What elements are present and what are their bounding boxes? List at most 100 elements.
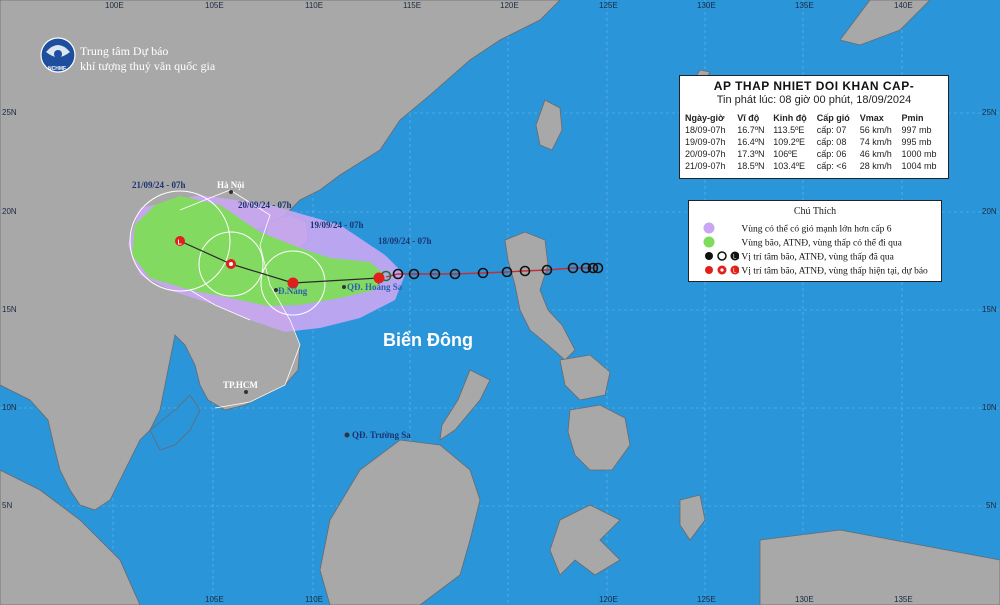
lat-label-left: 10N	[2, 403, 17, 412]
table-cell: 17.3ºN	[737, 149, 765, 159]
table-cell: cấp: 07	[816, 125, 847, 135]
lon-label-bottom: 105E	[205, 595, 224, 604]
table-cell: 997 mb	[901, 125, 932, 135]
table-cell: 18.5ºN	[737, 161, 765, 171]
lon-label-top: 110E	[305, 1, 324, 10]
lon-label-top: 125E	[599, 1, 618, 10]
table-cell: 103.4ºE	[773, 161, 806, 171]
lat-label-left: 20N	[2, 207, 17, 216]
lon-label-bottom: 130E	[795, 595, 814, 604]
org-name: Trung tâm Dự báo khí tượng thuỷ văn quốc…	[80, 44, 215, 74]
col-header: Kinh độ	[773, 113, 807, 123]
land-luzon	[504, 231, 576, 361]
forecast-positions: L	[175, 236, 385, 289]
storm-track	[179, 240, 598, 284]
lon-label-top: 115E	[403, 1, 422, 10]
nchmf-logo	[40, 37, 76, 73]
lat-label-right: 20N	[982, 207, 997, 216]
legend-item-strong-wind: Vùng có thể có gió mạnh lớn hơn cấp 6	[695, 222, 892, 235]
lon-label-top: 135E	[795, 1, 814, 10]
table-cell: 20/09-07h	[685, 149, 726, 159]
table-row: 18/09-07h 16.7ºN 113.5ºE cấp: 07 56 km/h…	[684, 124, 946, 136]
label-hoangsa: QĐ. Hoàng Sa	[347, 282, 403, 292]
table-row: 21/09-07h 18.5ºN 103.4ºE cấp: <6 28 km/h…	[684, 160, 946, 172]
track-time-label: 18/09/24 - 07h	[378, 236, 432, 246]
forecast-marker-19	[287, 277, 299, 289]
land-sulawesi	[549, 504, 621, 576]
table-cell: 113.5ºE	[773, 125, 805, 135]
lat-label-right: 15N	[982, 305, 997, 314]
land-mindanao	[567, 404, 631, 471]
table-header-row: Ngày-giờ Vĩ độ Kinh độ Cấp gió Vmax Pmin	[684, 112, 946, 124]
wind-circles	[129, 190, 326, 316]
country-borders	[179, 189, 301, 409]
past-marker	[567, 262, 579, 274]
land-japan	[839, 0, 931, 46]
city-label-danang: Đ.Nẵng	[278, 286, 308, 296]
col-header: Vĩ độ	[737, 113, 760, 123]
svg-text:L: L	[733, 255, 737, 261]
lon-label-bottom: 125E	[697, 595, 716, 604]
past-marker	[477, 267, 489, 279]
lon-label-bottom: 110E	[305, 595, 324, 604]
bulletin-box: AP THAP NHIET DOI KHAN CAP- Tin phát lúc…	[679, 75, 949, 179]
table-cell: 109.2ºE	[773, 137, 806, 147]
past-marker	[501, 266, 513, 278]
land-taiwan	[535, 99, 563, 151]
legend-item-past: L Vị trí tâm bão, ATNĐ, vùng thấp đã qua	[695, 250, 894, 263]
legend-label: Vùng bão, ATNĐ, vùng thấp có thể đi qua	[741, 238, 902, 249]
legend-item-storm-zone: Vùng bão, ATNĐ, vùng thấp có thể đi qua	[695, 236, 902, 249]
org-line-1: Trung tâm Dự báo	[80, 44, 169, 58]
table-cell: 16.7ºN	[737, 125, 765, 135]
table-cell: 16.4ºN	[737, 137, 765, 147]
lat-label-left: 5N	[2, 501, 13, 510]
col-header: Ngày-giờ	[685, 113, 725, 123]
lat-label-right: 10N	[982, 403, 997, 412]
table-cell: 18/09-07h	[685, 125, 726, 135]
table-cell: 1000 mb	[901, 149, 937, 159]
green-dot-icon	[703, 236, 715, 248]
lat-label-left: 15N	[2, 305, 17, 314]
past-marker	[429, 268, 441, 280]
lon-label-top: 100E	[105, 1, 124, 10]
svg-text:L: L	[178, 240, 183, 247]
table-cell: 19/09-07h	[685, 137, 726, 147]
past-marker	[408, 268, 420, 280]
table-cell: 74 km/h	[859, 137, 892, 147]
lon-label-top: 140E	[894, 1, 913, 10]
past-marker	[541, 264, 553, 276]
legend-label: Vùng có thể có gió mạnh lớn hơn cấp 6	[741, 224, 892, 235]
table-cell: 21/09-07h	[685, 161, 726, 171]
past-marker	[580, 262, 592, 274]
track-time-label: 21/09/24 - 07h	[132, 180, 186, 190]
storm-zone	[132, 196, 385, 306]
org-line-2: khí tượng thuỷ văn quốc gia	[80, 59, 216, 73]
past-marker	[392, 268, 404, 280]
col-header: Vmax	[859, 113, 884, 123]
forecast-marker-21	[175, 236, 185, 246]
past-marker	[519, 265, 531, 277]
sea-name-label: Biển Đông	[383, 330, 473, 350]
bulletin-title: AP THAP NHIET DOI KHAN CAP-	[713, 79, 915, 93]
table-cell: 46 km/h	[859, 149, 892, 159]
land-borneo	[319, 439, 481, 605]
land-halmahera	[679, 494, 706, 541]
table-row: 19/09-07h 16.4ºN 109.2ºE cấp: 08 74 km/h…	[684, 136, 946, 148]
land-visayas	[559, 354, 611, 401]
table-cell: 995 mb	[901, 137, 932, 147]
city-label-hcm: TP.HCM	[223, 380, 258, 390]
land-sumatra	[0, 469, 141, 605]
lat-label-right: 25N	[982, 108, 997, 117]
table-cell: 56 km/h	[859, 125, 892, 135]
legend-label: Vị trí tâm bão, ATNĐ, vùng thấp đã qua	[741, 252, 894, 263]
bulletin-issued-time: Tin phát lúc: 08 giờ 00 phút, 18/09/2024	[716, 94, 912, 106]
table-cell: cấp: 08	[816, 137, 847, 147]
land-palawan	[439, 369, 491, 441]
col-header: Pmin	[901, 113, 924, 123]
table-cell: 28 km/h	[859, 161, 892, 171]
legend-box: Chú Thích Vùng có thể có gió mạnh lớn hơ…	[688, 200, 942, 282]
legend-title: Chú Thích	[793, 206, 837, 217]
lat-label-left: 25N	[2, 108, 17, 117]
